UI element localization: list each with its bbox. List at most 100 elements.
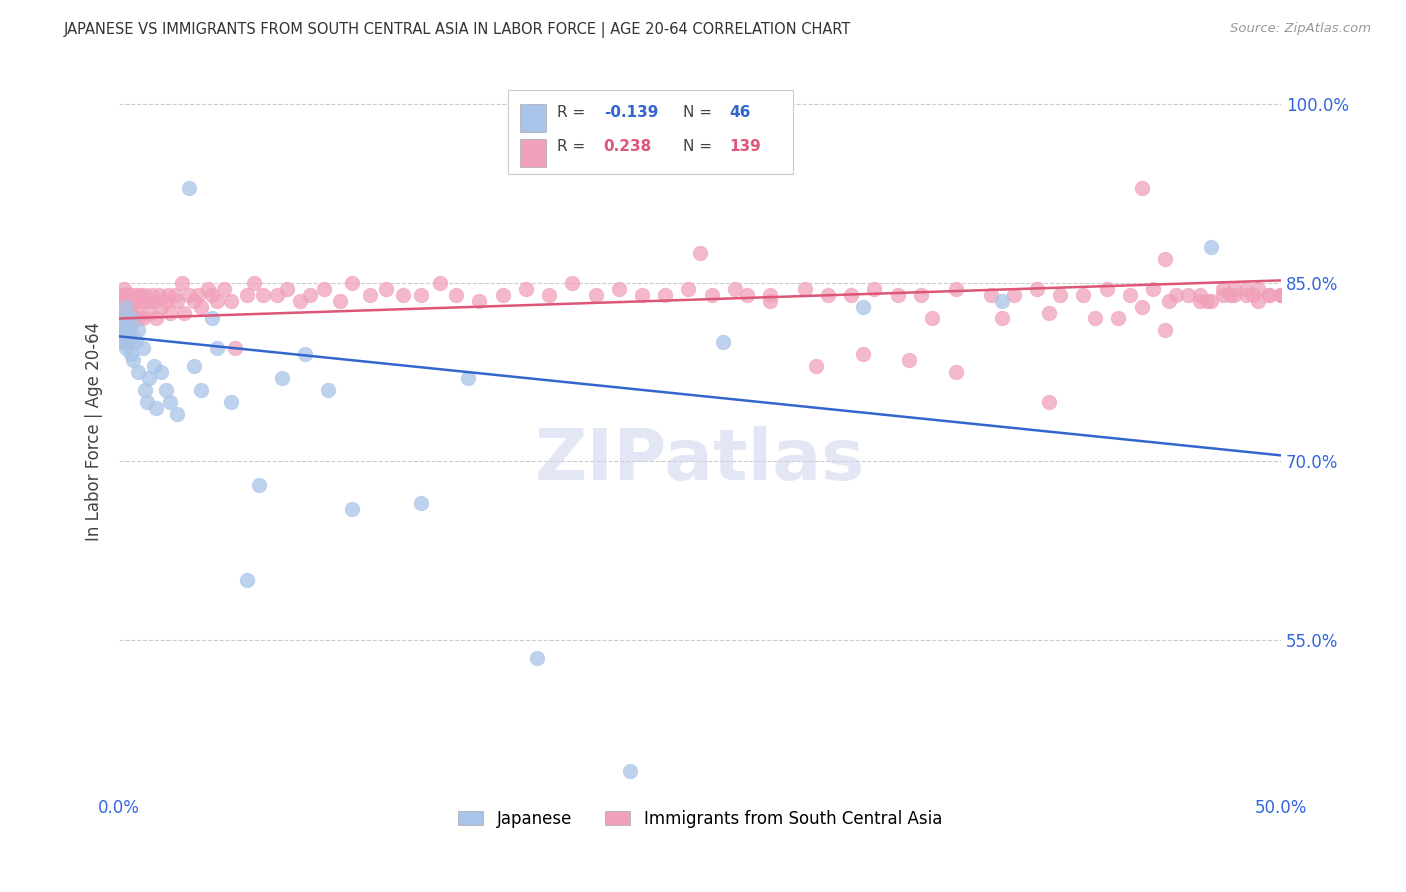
- Text: 0.238: 0.238: [603, 139, 652, 154]
- Point: [711, 335, 734, 350]
- Point: [243, 276, 266, 290]
- Point: [991, 311, 1014, 326]
- Point: [1270, 287, 1292, 301]
- Point: [183, 293, 205, 308]
- Point: [391, 287, 413, 301]
- Point: [318, 383, 340, 397]
- Y-axis label: In Labor Force | Age 20-64: In Labor Force | Age 20-64: [86, 322, 103, 541]
- Text: JAPANESE VS IMMIGRANTS FROM SOUTH CENTRAL ASIA IN LABOR FORCE | AGE 20-64 CORREL: JAPANESE VS IMMIGRANTS FROM SOUTH CENTRA…: [63, 22, 851, 38]
- Point: [1049, 287, 1071, 301]
- Point: [678, 282, 700, 296]
- Point: [1258, 287, 1281, 301]
- Point: [122, 311, 145, 326]
- Point: [115, 323, 138, 337]
- Text: -0.139: -0.139: [603, 104, 658, 120]
- Point: [585, 287, 607, 301]
- Point: [1038, 305, 1060, 319]
- Point: [134, 287, 156, 301]
- Point: [236, 574, 259, 588]
- Point: [700, 287, 723, 301]
- Point: [429, 276, 451, 290]
- Point: [115, 305, 138, 319]
- Point: [247, 478, 270, 492]
- Point: [290, 293, 312, 308]
- Point: [1107, 311, 1129, 326]
- Point: [1223, 282, 1246, 296]
- Point: [127, 293, 149, 308]
- Point: [340, 502, 363, 516]
- Point: [112, 335, 135, 350]
- Point: [205, 293, 228, 308]
- Point: [143, 293, 166, 308]
- Point: [1212, 287, 1234, 301]
- Point: [991, 293, 1014, 308]
- Point: [910, 287, 932, 301]
- Point: [1219, 287, 1241, 301]
- Point: [117, 318, 139, 332]
- Bar: [520, 104, 546, 132]
- Point: [631, 287, 654, 301]
- Point: [187, 287, 209, 301]
- Point: [163, 287, 186, 301]
- Point: [271, 371, 294, 385]
- Point: [491, 287, 513, 301]
- Point: [759, 287, 782, 301]
- Point: [219, 293, 242, 308]
- Point: [224, 341, 246, 355]
- Point: [124, 335, 146, 350]
- Point: [689, 246, 711, 260]
- Point: [921, 311, 943, 326]
- Point: [1270, 287, 1292, 301]
- Point: [1234, 282, 1257, 296]
- Text: 46: 46: [730, 104, 751, 120]
- Point: [1095, 282, 1118, 296]
- Point: [177, 287, 200, 301]
- Point: [183, 359, 205, 373]
- Point: [148, 287, 170, 301]
- Point: [735, 287, 758, 301]
- Point: [129, 287, 152, 301]
- Point: [312, 282, 335, 296]
- Point: [1002, 287, 1025, 301]
- Point: [294, 347, 316, 361]
- Point: [112, 282, 135, 296]
- Point: [201, 287, 224, 301]
- Point: [1142, 282, 1164, 296]
- Point: [124, 287, 146, 301]
- Point: [145, 311, 167, 326]
- Point: [150, 300, 173, 314]
- Point: [117, 287, 139, 301]
- Point: [1188, 287, 1211, 301]
- Point: [120, 347, 142, 361]
- Point: [759, 293, 782, 308]
- Point: [817, 287, 839, 301]
- Point: [136, 293, 159, 308]
- Point: [329, 293, 352, 308]
- Point: [735, 133, 758, 147]
- FancyBboxPatch shape: [509, 90, 793, 174]
- Text: R =: R =: [557, 104, 591, 120]
- Point: [654, 287, 676, 301]
- Point: [166, 407, 188, 421]
- Point: [115, 293, 138, 308]
- Point: [886, 287, 908, 301]
- Point: [159, 394, 181, 409]
- Point: [115, 318, 138, 332]
- Point: [197, 282, 219, 296]
- Point: [170, 276, 193, 290]
- Point: [131, 311, 153, 326]
- Point: [1195, 293, 1218, 308]
- Point: [115, 287, 138, 301]
- Point: [1130, 180, 1153, 194]
- Point: [141, 287, 163, 301]
- Point: [607, 282, 630, 296]
- Point: [619, 764, 641, 778]
- Point: [110, 335, 132, 350]
- Point: [115, 341, 138, 355]
- Point: [110, 311, 132, 326]
- Text: 139: 139: [730, 139, 761, 154]
- Point: [112, 311, 135, 326]
- Point: [526, 650, 548, 665]
- Text: N =: N =: [683, 104, 717, 120]
- Point: [145, 401, 167, 415]
